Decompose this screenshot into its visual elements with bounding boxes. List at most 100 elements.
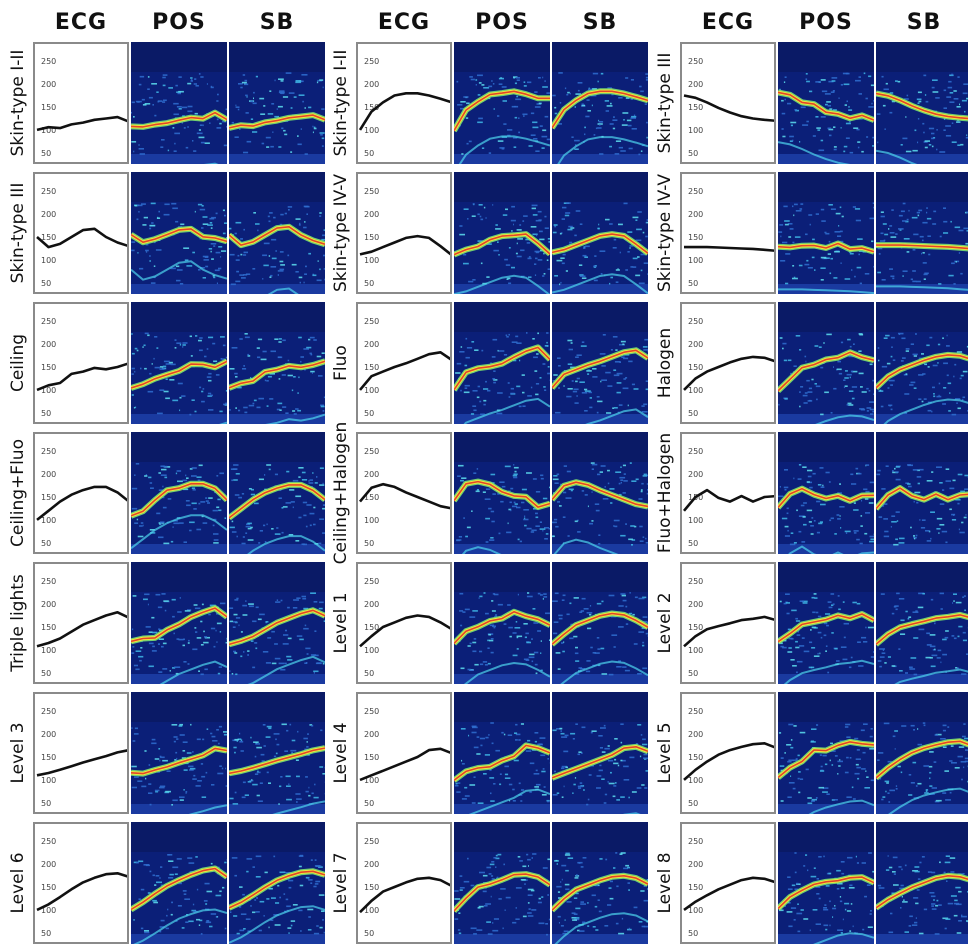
- ecg-line: [683, 355, 774, 391]
- sb-spectrogram: [552, 42, 648, 164]
- y-tick-label: 250: [41, 707, 56, 716]
- pos-spectrogram: [454, 172, 550, 294]
- ecg-panel: 250 200 150 100 50: [680, 822, 776, 944]
- ecg-line: [36, 115, 127, 132]
- ecg-line: [36, 610, 127, 648]
- ecg-plot: 250 200 150 100 50: [683, 837, 774, 938]
- sb-spectrogram: [552, 692, 648, 814]
- sb-spectrogram: [552, 432, 648, 554]
- ecg-panel: 250 200 150 100 50: [33, 172, 129, 294]
- y-tick-label: 100: [41, 386, 56, 395]
- y-tick-label: 50: [41, 539, 51, 548]
- y-tick-label: 100: [688, 906, 703, 915]
- ecg-panel: 250 200 150 100 50: [33, 562, 129, 684]
- y-tick-label: 50: [688, 669, 698, 678]
- ecg-plot: 250 200 150 100 50: [358, 57, 450, 158]
- row-label: Skin-type III: [8, 182, 28, 284]
- y-tick-label: 100: [364, 256, 379, 265]
- row-label: Level 3: [8, 722, 28, 784]
- ecg-line: [36, 362, 127, 392]
- column-header-pos: POS: [475, 10, 529, 35]
- y-tick-label: 100: [41, 776, 56, 785]
- y-tick-label: 50: [688, 539, 698, 548]
- y-tick-label: 250: [41, 577, 56, 586]
- y-tick-label: 50: [41, 149, 51, 158]
- y-tick-label: 100: [41, 516, 56, 525]
- ecg-panel: 250 200 150 100 50: [356, 42, 452, 164]
- ecg-line: [683, 615, 774, 648]
- sb-spectrogram: [229, 692, 325, 814]
- row-label: Skin-type III: [655, 52, 675, 154]
- pos-spectrogram: [778, 42, 874, 164]
- y-tick-label: 250: [688, 707, 703, 716]
- ecg-panel: 250 200 150 100 50: [33, 42, 129, 164]
- y-tick-label: 50: [364, 409, 374, 418]
- ecg-plot: 250 200 150 100 50: [359, 837, 450, 938]
- ecg-plot: 250 200 150 100 50: [359, 187, 450, 288]
- ecg-plot: 250 200 150 100 50: [36, 57, 127, 158]
- row-label: Fluo+Halogen: [655, 432, 675, 554]
- y-tick-label: 200: [688, 210, 703, 219]
- y-tick-label: 200: [41, 470, 56, 479]
- ecg-line: [36, 749, 127, 777]
- column-header-ecg: ECG: [54, 10, 108, 35]
- row-label: Ceiling+Fluo: [8, 439, 28, 547]
- y-tick-label: 100: [688, 126, 703, 135]
- y-tick-label: 250: [41, 447, 56, 456]
- pos-spectrogram: [454, 42, 550, 164]
- row-label: Fluo: [331, 345, 351, 381]
- ecg-panel: 250 200 150 100 50: [33, 432, 129, 554]
- y-tick-label: 200: [364, 600, 379, 609]
- y-tick-label: 100: [41, 256, 56, 265]
- row-label: Level 5: [655, 722, 675, 784]
- y-tick-label: 200: [364, 860, 379, 869]
- ecg-panel: 250 200 150 100 50: [356, 562, 452, 684]
- sb-spectrogram: [229, 302, 325, 424]
- pos-spectrogram: [454, 562, 550, 684]
- y-tick-label: 200: [688, 600, 703, 609]
- y-tick-label: 100: [688, 646, 703, 655]
- row-label: Triple lights: [8, 574, 28, 672]
- column-header-ecg: ECG: [377, 10, 431, 35]
- y-tick-label: 100: [688, 386, 703, 395]
- ecg-line: [359, 876, 450, 914]
- y-tick-label: 150: [41, 233, 56, 242]
- y-tick-label: 100: [364, 516, 379, 525]
- sb-spectrogram: [876, 562, 968, 684]
- ecg-line: [36, 485, 127, 521]
- y-tick-label: 100: [688, 256, 703, 265]
- row-label: Ceiling+Halogen: [331, 421, 351, 565]
- pos-spectrogram: [454, 692, 550, 814]
- row-label: Level 7: [331, 852, 351, 914]
- pos-spectrogram: [131, 172, 227, 294]
- ecg-line: [683, 741, 774, 781]
- y-tick-label: 200: [41, 210, 56, 219]
- row-label: Ceiling: [8, 333, 28, 393]
- y-tick-label: 150: [364, 493, 379, 502]
- pos-spectrogram: [778, 822, 874, 944]
- ecg-line: [683, 876, 774, 911]
- pos-spectrogram: [778, 432, 874, 554]
- y-tick-label: 250: [364, 707, 379, 716]
- y-tick-label: 150: [688, 363, 703, 372]
- y-tick-label: 50: [688, 799, 698, 808]
- y-tick-label: 200: [688, 470, 703, 479]
- y-tick-label: 200: [41, 340, 56, 349]
- y-tick-label: 200: [688, 340, 703, 349]
- sb-spectrogram: [876, 692, 968, 814]
- row-label: Level 1: [331, 592, 351, 654]
- y-tick-label: 150: [688, 233, 703, 242]
- y-tick-label: 200: [364, 730, 379, 739]
- ecg-panel: 250 200 150 100 50: [356, 692, 452, 814]
- ecg-panel: 250 200 150 100 50: [33, 822, 129, 944]
- sb-spectrogram: [552, 302, 648, 424]
- y-tick-label: 250: [688, 447, 703, 456]
- ecg-panel: 250 200 150 100 50: [356, 302, 452, 424]
- y-tick-label: 250: [688, 317, 703, 326]
- ecg-plot: 250 200 150 100 50: [36, 837, 127, 938]
- pos-spectrogram: [131, 562, 227, 684]
- pos-spectrogram: [131, 822, 227, 944]
- y-tick-label: 200: [364, 210, 379, 219]
- ecg-line: [359, 350, 450, 391]
- pos-spectrogram: [131, 302, 227, 424]
